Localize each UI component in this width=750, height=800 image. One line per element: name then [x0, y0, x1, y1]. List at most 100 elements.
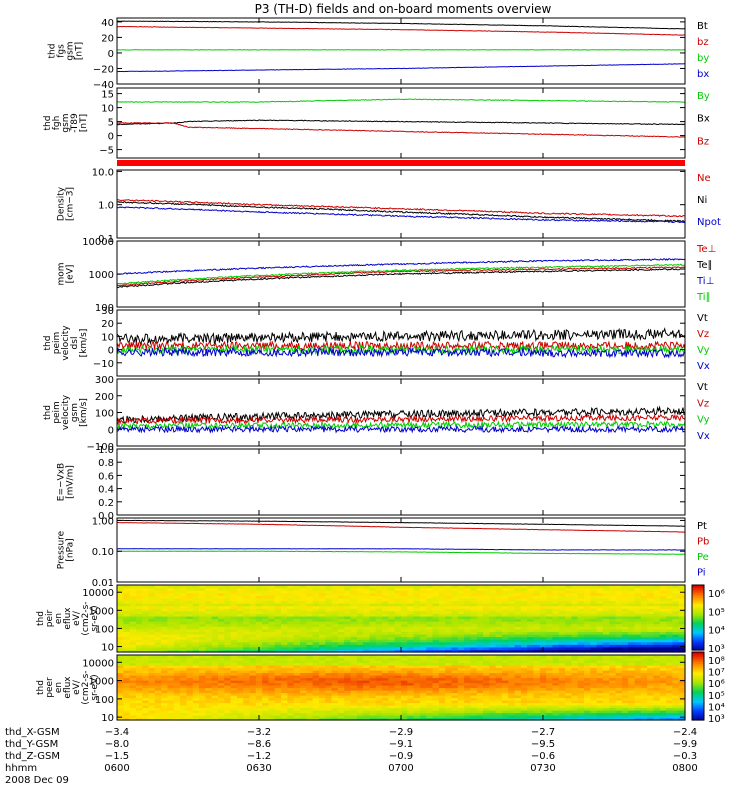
heat-cell — [584, 680, 591, 684]
heat-cell — [426, 597, 434, 602]
heat-cell — [117, 657, 124, 661]
heat-cell — [558, 610, 566, 614]
heat-cell — [539, 672, 547, 676]
heat-cell — [419, 587, 427, 591]
heat-cell — [419, 649, 427, 653]
heat-cell — [489, 707, 497, 711]
heat-cell — [489, 631, 497, 635]
heat-cell — [281, 695, 288, 699]
colorbar-cell — [692, 641, 704, 645]
heat-cell — [268, 677, 276, 681]
heat-cell — [495, 590, 503, 594]
heat-cell — [407, 655, 415, 659]
heat-cell — [255, 667, 263, 671]
heat-cell — [558, 672, 566, 676]
heat-cell — [584, 707, 591, 711]
heat-cell — [565, 628, 572, 632]
heat-cell — [249, 685, 257, 689]
heat-cell — [173, 595, 181, 599]
heat-cell — [552, 626, 560, 630]
heat-cell — [293, 690, 301, 694]
heat-cell — [287, 636, 295, 640]
heat-cell — [584, 685, 591, 689]
heat-cell — [281, 626, 288, 630]
heat-cell — [388, 631, 396, 635]
heat-cell — [514, 610, 522, 614]
heat-cell — [602, 633, 610, 638]
heat-cell — [628, 690, 636, 694]
heat-cell — [552, 595, 560, 599]
y-axis-label: peim — [52, 332, 62, 355]
heat-cell — [445, 595, 453, 599]
heat-cell — [281, 613, 288, 617]
heat-cell — [388, 695, 396, 699]
heat-cell — [558, 649, 566, 653]
heat-cell — [432, 613, 440, 617]
heat-cell — [602, 644, 610, 648]
heat-cell — [640, 613, 648, 617]
heat-cell — [401, 608, 408, 612]
series-line-Te∥ — [116, 268, 686, 289]
heat-cell — [369, 700, 377, 704]
heat-cell — [609, 585, 617, 589]
heat-cell — [445, 621, 453, 625]
heat-cell — [647, 592, 655, 596]
heat-cell — [394, 702, 402, 706]
heat-cell — [609, 695, 617, 699]
heat-cell — [451, 697, 459, 701]
heat-cell — [129, 628, 137, 632]
heat-cell — [432, 605, 440, 609]
heat-cell — [432, 633, 440, 638]
heat-cell — [312, 657, 320, 661]
heat-cell — [300, 636, 307, 640]
y-tick-label: 10 — [101, 332, 114, 343]
heat-cell — [565, 618, 572, 622]
heat-cell — [350, 633, 358, 638]
heat-cell — [135, 615, 143, 620]
heat-cell — [495, 677, 503, 681]
heat-cell — [666, 597, 673, 602]
heat-cell — [533, 623, 541, 627]
heat-cell — [243, 677, 251, 681]
heat-cell — [470, 690, 478, 694]
heat-cell — [407, 649, 415, 653]
heat-cell — [363, 608, 371, 612]
heat-cell — [495, 646, 503, 651]
heat-cell — [634, 587, 642, 591]
heat-cell — [640, 712, 648, 716]
heat-cell — [659, 695, 667, 699]
heat-cell — [407, 680, 415, 684]
heat-cell — [678, 618, 686, 622]
heat-cell — [647, 633, 655, 638]
heat-cell — [514, 715, 522, 719]
heat-cell — [678, 641, 686, 645]
heat-cell — [451, 585, 459, 589]
heat-cell — [142, 682, 150, 686]
heat-cell — [224, 605, 232, 609]
heat-cell — [154, 717, 162, 721]
heat-cell — [293, 639, 301, 643]
heat-cell — [325, 621, 333, 625]
heat-cell — [363, 595, 371, 599]
heat-cell — [123, 590, 131, 594]
heat-cell — [615, 639, 623, 643]
heat-cell — [388, 685, 396, 689]
heat-cell — [148, 590, 156, 594]
heat-cell — [419, 682, 427, 686]
heat-cell — [300, 685, 307, 689]
heat-cell — [350, 623, 358, 627]
heat-cell — [640, 672, 648, 676]
heat-cell — [180, 677, 188, 681]
heat-cell — [243, 692, 251, 696]
heat-cell — [287, 705, 295, 709]
heat-cell — [666, 585, 673, 589]
heat-cell — [318, 675, 326, 679]
colorbar-cell — [692, 604, 704, 607]
heat-cell — [148, 621, 156, 625]
heat-cell — [331, 692, 339, 696]
heat-cell — [123, 621, 131, 625]
heat-cell — [451, 712, 459, 716]
heat-cell — [552, 621, 560, 625]
heat-cell — [552, 605, 560, 609]
heat-cell — [653, 590, 661, 594]
